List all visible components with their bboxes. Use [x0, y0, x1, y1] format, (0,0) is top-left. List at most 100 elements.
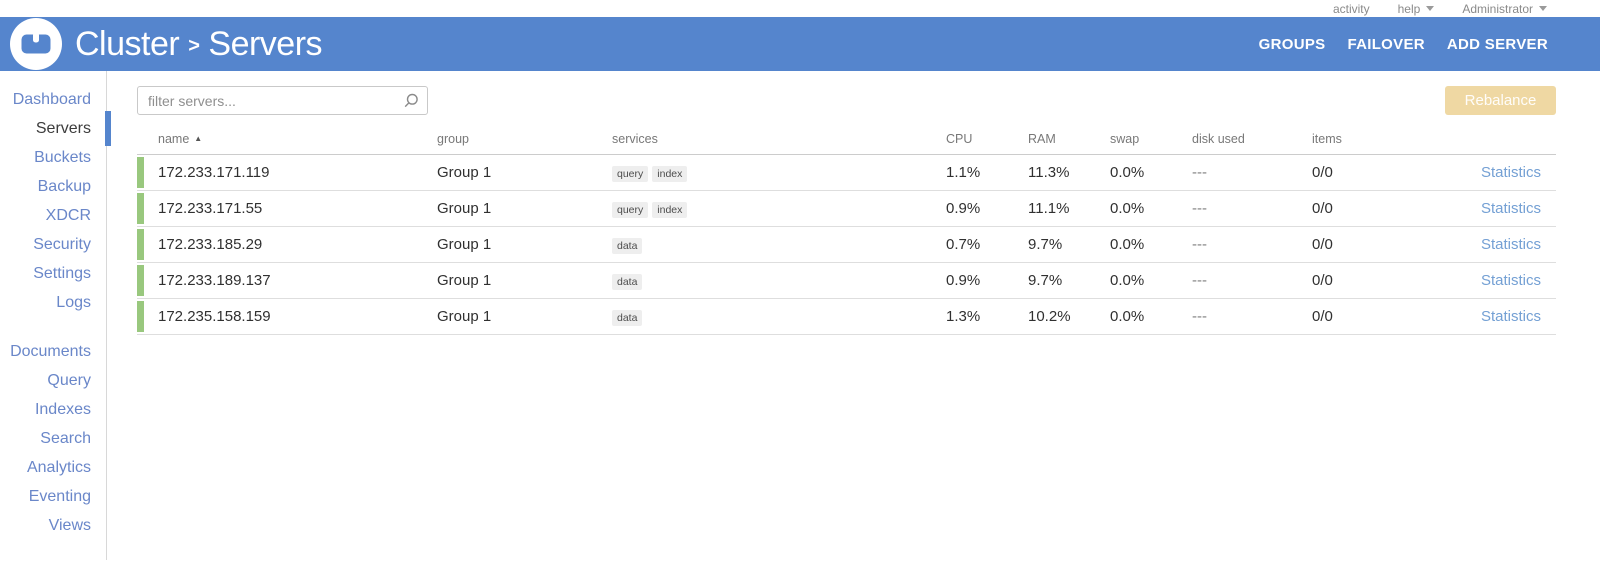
statistics-link[interactable]: Statistics	[1480, 308, 1541, 325]
service-badge-data: data	[612, 237, 643, 254]
server-row[interactable]: 172.233.185.29 Group 1 data 0.7% 9.7% 0.…	[137, 227, 1556, 263]
server-swap: 0.0%	[1110, 272, 1145, 289]
statistics-link[interactable]: Statistics	[1480, 272, 1541, 289]
server-ram: 11.3%	[1028, 164, 1070, 181]
server-items: 0/0	[1312, 236, 1333, 253]
toolbar: Rebalance	[137, 86, 1556, 115]
sidebar-group: Documents Query Indexes Search Analytics Even…	[0, 337, 106, 540]
health-indicator	[137, 265, 144, 296]
header-menu-item-add-server[interactable]: ADD SERVER	[1446, 35, 1548, 53]
table-body: 172.233.171.119 Group 1 query index 1.1% …	[137, 155, 1556, 335]
server-swap: 0.0%	[1110, 164, 1145, 181]
health-indicator	[137, 157, 144, 188]
service-badge-query: query	[612, 201, 649, 218]
help-label: help	[1397, 1, 1421, 16]
service-badge-data: data	[612, 309, 643, 326]
sidebar-item-settings[interactable]: Settings	[33, 265, 91, 282]
server-items: 0/0	[1312, 308, 1333, 325]
servers-table: name ▲ group services CPU RAM swap disk u…	[137, 123, 1556, 335]
service-badge-index: index	[652, 201, 688, 218]
activity-link[interactable]: activity	[1333, 2, 1370, 16]
sidebar-item-buckets[interactable]: Buckets	[34, 149, 91, 166]
server-row[interactable]: 172.233.171.119 Group 1 query index 1.1% …	[137, 155, 1556, 191]
server-ram: 10.2%	[1028, 308, 1071, 325]
server-cpu: 0.9%	[946, 200, 981, 217]
server-row[interactable]: 172.233.189.137 Group 1 data 0.9% 9.7% 0…	[137, 263, 1556, 299]
health-indicator	[137, 193, 144, 224]
service-badge-query: query	[612, 165, 649, 182]
server-row[interactable]: 172.235.158.159 Group 1 data 1.3% 10.2% …	[137, 299, 1556, 335]
sidebar-item-documents[interactable]: Documents	[10, 343, 91, 360]
server-name: 172.233.185.29	[158, 236, 263, 253]
service-badge-data: data	[612, 273, 643, 290]
sidebar-item-logs[interactable]: Logs	[56, 294, 91, 311]
caret-down-icon	[1426, 6, 1435, 11]
sidebar-item-dashboard[interactable]: Dashboard	[12, 91, 91, 108]
server-swap: 0.0%	[1110, 200, 1145, 217]
utility-bar: activity help Administrator	[0, 0, 1600, 17]
server-services: data	[612, 272, 946, 290]
column-header-disk-used[interactable]: disk used	[1192, 131, 1245, 146]
server-disk-used: ---	[1192, 308, 1207, 325]
column-header-swap[interactable]: swap	[1110, 131, 1140, 146]
sort-asc-icon: ▲	[194, 133, 203, 143]
server-services: data	[612, 236, 946, 254]
help-menu[interactable]: help	[1398, 2, 1435, 16]
server-name: 172.233.171.55	[158, 200, 263, 217]
server-disk-used: ---	[1192, 236, 1207, 253]
column-header-group[interactable]: group	[437, 131, 469, 146]
column-header-name[interactable]: name ▲	[158, 131, 203, 146]
server-disk-used: ---	[1192, 200, 1207, 217]
sidebar-item-query[interactable]: Query	[47, 372, 91, 389]
server-row[interactable]: 172.233.171.55 Group 1 query index 0.9% 1…	[137, 191, 1556, 227]
sidebar-item-backup[interactable]: Backup	[37, 178, 91, 195]
breadcrumb-cluster: Cluster	[75, 24, 180, 63]
column-header-cpu[interactable]: CPU	[946, 131, 973, 146]
server-services: data	[612, 308, 946, 326]
sidebar-item-security[interactable]: Security	[33, 236, 91, 253]
server-name: 172.233.189.137	[158, 272, 271, 289]
app-header: Cluster > Servers GROUPS FAILOVER ADD SERV…	[0, 17, 1600, 71]
couchbase-logo-icon	[10, 18, 62, 70]
server-disk-used: ---	[1192, 272, 1207, 289]
sidebar-item-servers[interactable]: Servers	[0, 111, 111, 146]
sidebar-item-eventing[interactable]: Eventing	[28, 488, 91, 505]
sidebar-item-search[interactable]: Search	[40, 430, 91, 447]
server-cpu: 1.1%	[946, 164, 981, 181]
statistics-cell: Statistics	[1420, 308, 1556, 325]
table-header-row: name ▲ group services CPU RAM swap disk u…	[137, 123, 1556, 155]
column-header-services[interactable]: services	[612, 131, 658, 146]
header-menu-item-failover[interactable]: FAILOVER	[1347, 35, 1425, 53]
sidebar-item-xdcr[interactable]: XDCR	[45, 207, 91, 224]
column-header-ram[interactable]: RAM	[1028, 131, 1056, 146]
health-indicator	[137, 229, 144, 260]
administrator-label: Administrator	[1462, 1, 1533, 16]
statistics-cell: Statistics	[1420, 200, 1556, 217]
server-group: Group 1	[437, 200, 492, 217]
statistics-link[interactable]: Statistics	[1480, 200, 1541, 217]
server-items: 0/0	[1312, 164, 1333, 181]
server-group: Group 1	[437, 272, 492, 289]
statistics-link[interactable]: Statistics	[1480, 236, 1541, 253]
server-swap: 0.0%	[1110, 308, 1145, 325]
column-header-items[interactable]: items	[1312, 131, 1342, 146]
rebalance-button[interactable]: Rebalance	[1445, 86, 1556, 115]
filter-field-wrap	[137, 86, 428, 115]
server-group: Group 1	[437, 308, 492, 325]
server-ram: 9.7%	[1028, 272, 1063, 289]
sidebar-item-indexes[interactable]: Indexes	[34, 401, 91, 418]
sidebar-item-views[interactable]: Views	[48, 517, 91, 534]
server-items: 0/0	[1312, 272, 1333, 289]
server-items: 0/0	[1312, 200, 1333, 217]
statistics-link[interactable]: Statistics	[1480, 164, 1541, 181]
activity-label: activity	[1332, 1, 1370, 16]
header-menu-item-groups[interactable]: GROUPS	[1258, 35, 1326, 53]
server-disk-used: ---	[1192, 164, 1207, 181]
sidebar-item-analytics[interactable]: Analytics	[26, 459, 91, 476]
filter-input[interactable]	[137, 86, 428, 115]
caret-down-icon	[1539, 6, 1547, 11]
sidebar-group: Dashboard Servers Buckets Backup XDCR Securit…	[0, 85, 111, 317]
administrator-menu[interactable]: Administrator	[1462, 2, 1547, 16]
server-cpu: 1.3%	[946, 308, 981, 325]
server-name: 172.233.171.119	[158, 164, 270, 181]
